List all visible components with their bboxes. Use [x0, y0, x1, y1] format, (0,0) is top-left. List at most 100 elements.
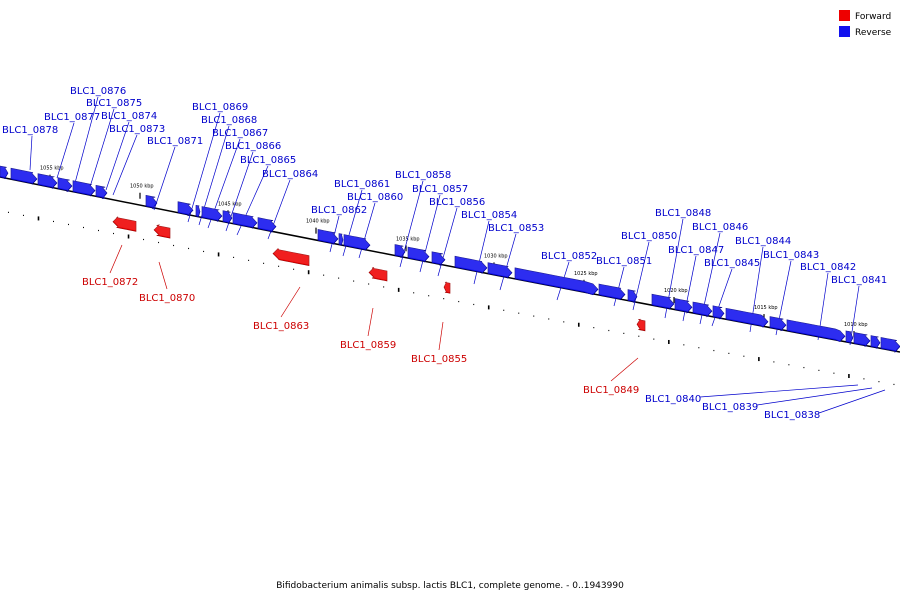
gene-label-blc1-0846[interactable]: BLC1_0846 — [692, 222, 748, 233]
gene-label-blc1-0877[interactable]: BLC1_0877 — [44, 112, 100, 123]
gene-label-blc1-0853[interactable]: BLC1_0853 — [488, 223, 544, 234]
gene-label-blc1-0852[interactable]: BLC1_0852 — [541, 251, 597, 262]
gene-blc1-0846[interactable] — [692, 301, 713, 318]
gene-blc1-0838[interactable] — [880, 337, 900, 353]
gene-label-blc1-0857[interactable]: BLC1_0857 — [412, 184, 468, 195]
connector-blc1-0840 — [699, 384, 859, 398]
gene-label-blc1-0854[interactable]: BLC1_0854 — [461, 210, 517, 221]
legend-reverse-label: Reverse — [855, 28, 892, 38]
gene-highlight — [444, 281, 450, 293]
connector-blc1-0876 — [74, 96, 99, 184]
gene-label-blc1-0873[interactable]: BLC1_0873 — [109, 124, 165, 135]
gene-blc1-0840[interactable] — [853, 332, 871, 347]
gene-blc1-0841[interactable] — [845, 330, 854, 344]
gene-blc1-0865[interactable] — [232, 212, 258, 229]
gene-label-blc1-0865[interactable]: BLC1_0865 — [240, 155, 296, 166]
gene-label-blc1-0858[interactable]: BLC1_0858 — [395, 170, 451, 181]
gene-label-blc1-0844[interactable]: BLC1_0844 — [735, 236, 791, 247]
gene-blc1-0847[interactable] — [674, 298, 693, 314]
gene-blc1-0857[interactable] — [407, 246, 430, 263]
gene-label-blc1-0869[interactable]: BLC1_0869 — [192, 102, 248, 113]
kbp-tick-label: 1030 kbp — [484, 253, 508, 259]
gene-blc1-0839[interactable] — [870, 335, 881, 349]
gene-blc1-0855[interactable] — [443, 281, 451, 294]
gene-blc1-0869[interactable] — [177, 201, 194, 217]
gene-blc1-0849[interactable] — [636, 318, 646, 332]
gene-label-blc1-0868[interactable]: BLC1_0868 — [201, 115, 257, 126]
gene-blc1-0867[interactable] — [201, 206, 223, 222]
gene-blc1-0866[interactable] — [222, 210, 233, 224]
gene-blc1-0871[interactable] — [145, 194, 158, 209]
gene-blc1-0858[interactable] — [394, 244, 406, 258]
gene-label-blc1-0871[interactable]: BLC1_0871 — [147, 136, 203, 147]
gene-label-blc1-0875[interactable]: BLC1_0875 — [86, 98, 142, 109]
gene-label-blc1-0859[interactable]: BLC1_0859 — [340, 340, 396, 351]
gene-blc1-0859[interactable] — [368, 267, 388, 282]
gene-highlight — [178, 200, 193, 215]
gene-label-blc1-0841[interactable]: BLC1_0841 — [831, 275, 887, 286]
gene-label-blc1-0850[interactable]: BLC1_0850 — [621, 231, 677, 242]
gene-label-blc1-0860[interactable]: BLC1_0860 — [347, 192, 403, 203]
gene-blc1-0873[interactable] — [95, 184, 108, 199]
gene-highlight — [96, 184, 107, 198]
gene-blc1-0868[interactable] — [195, 204, 201, 218]
connector-blc1-0839 — [756, 387, 873, 406]
gene-label-blc1-0878[interactable]: BLC1_0878 — [2, 125, 58, 136]
gene-label-blc1-0839[interactable]: BLC1_0839 — [702, 402, 758, 413]
gene-blc1-0877[interactable] — [10, 167, 38, 185]
gene-blc1-0863[interactable] — [272, 248, 310, 267]
gene-blc1-0862[interactable] — [317, 229, 339, 245]
gene-label-blc1-0866[interactable]: BLC1_0866 — [225, 141, 281, 152]
gene-blc1-0861[interactable] — [338, 233, 344, 246]
connector-blc1-0838 — [818, 389, 886, 414]
gene-blc1-0856[interactable] — [431, 251, 446, 266]
gene-label-blc1-0862[interactable]: BLC1_0862 — [311, 205, 367, 216]
gene-blc1-0845[interactable] — [712, 305, 725, 320]
gene-label-blc1-0845[interactable]: BLC1_0845 — [704, 258, 760, 269]
gene-label-blc1-0861[interactable]: BLC1_0861 — [334, 179, 390, 190]
gene-blc1-0870[interactable] — [153, 224, 171, 239]
gene-blc1-0878[interactable] — [0, 165, 9, 180]
gene-highlight — [0, 165, 8, 178]
gene-highlight — [58, 176, 72, 191]
gene-blc1-0853[interactable] — [487, 262, 513, 279]
gene-blc1-0872[interactable] — [112, 216, 137, 232]
gene-label-blc1-0851[interactable]: BLC1_0851 — [596, 256, 652, 267]
kbp-tick-label: 1040 kbp — [306, 219, 330, 225]
gene-label-blc1-0855[interactable]: BLC1_0855 — [411, 354, 467, 365]
gene-blc1-0854[interactable] — [454, 255, 488, 275]
gene-label-blc1-0848[interactable]: BLC1_0848 — [655, 208, 711, 219]
gene-label-blc1-0842[interactable]: BLC1_0842 — [800, 262, 856, 273]
gene-label-blc1-0867[interactable]: BLC1_0867 — [212, 128, 268, 139]
gene-label-blc1-0870[interactable]: BLC1_0870 — [139, 293, 195, 304]
gene-label-blc1-0863[interactable]: BLC1_0863 — [253, 321, 309, 332]
gene-blc1-0850[interactable] — [627, 289, 638, 303]
gene-label-blc1-0864[interactable]: BLC1_0864 — [262, 169, 318, 180]
gene-blc1-0874[interactable] — [72, 180, 96, 197]
connector-blc1-0862 — [329, 215, 340, 253]
gene-label-blc1-0847[interactable]: BLC1_0847 — [668, 245, 724, 256]
gene-label-blc1-0876[interactable]: BLC1_0876 — [70, 86, 126, 97]
gene-highlight — [344, 233, 370, 250]
gene-highlight — [196, 204, 200, 217]
gene-highlight — [881, 336, 900, 351]
gene-blc1-0876[interactable] — [37, 173, 58, 189]
gene-label-blc1-0856[interactable]: BLC1_0856 — [429, 197, 485, 208]
gene-label-blc1-0872[interactable]: BLC1_0872 — [82, 277, 138, 288]
gene-label-blc1-0840[interactable]: BLC1_0840 — [645, 394, 701, 405]
gene-blc1-0851[interactable] — [598, 283, 626, 301]
gene-blc1-0844[interactable] — [725, 307, 769, 328]
gene-blc1-0842[interactable] — [786, 319, 846, 343]
gene-blc1-0848[interactable] — [651, 293, 675, 310]
gene-highlight — [770, 315, 786, 330]
gene-blc1-0860[interactable] — [343, 234, 371, 251]
gene-label-blc1-0843[interactable]: BLC1_0843 — [763, 250, 819, 261]
gene-blc1-0875[interactable] — [57, 177, 73, 192]
gene-blc1-0852[interactable] — [514, 267, 599, 296]
gene-label-blc1-0874[interactable]: BLC1_0874 — [101, 111, 157, 122]
gene-label-blc1-0838[interactable]: BLC1_0838 — [764, 410, 820, 421]
gene-blc1-0843[interactable] — [769, 316, 787, 332]
gene-blc1-0864[interactable] — [257, 217, 277, 233]
gene-label-blc1-0849[interactable]: BLC1_0849 — [583, 385, 639, 396]
